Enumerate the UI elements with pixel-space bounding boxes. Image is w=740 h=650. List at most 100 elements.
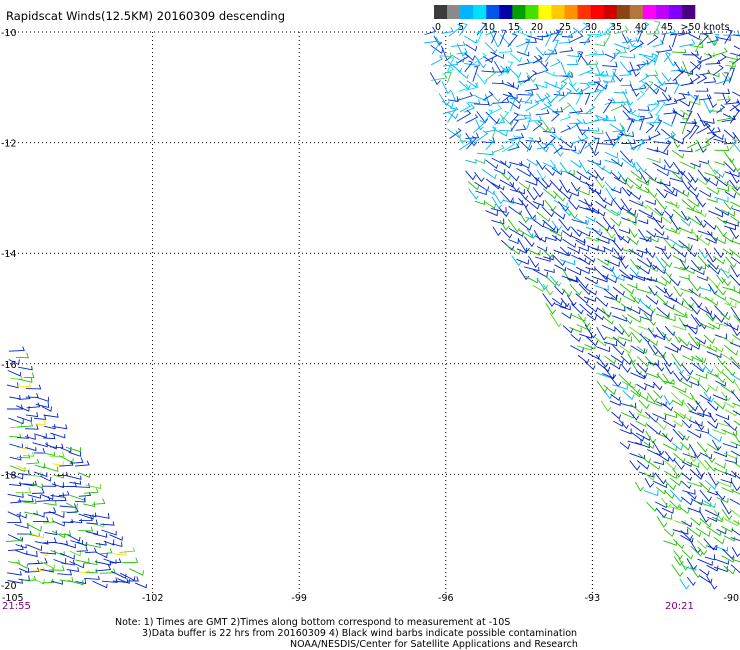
wind-barb <box>626 235 639 246</box>
wind-barb <box>713 451 728 458</box>
wind-barb <box>485 52 498 62</box>
wind-barb <box>705 138 710 149</box>
wind-barb <box>438 93 450 106</box>
wind-barb <box>34 540 49 545</box>
colorbar-swatch <box>473 5 487 19</box>
wind-barb <box>627 314 642 323</box>
wind-barb <box>681 118 688 134</box>
wind-barb <box>653 51 660 66</box>
wind-barb <box>472 119 486 134</box>
wind-barb <box>447 57 455 72</box>
wind-barb <box>575 239 586 246</box>
wind-barb <box>635 186 650 194</box>
latitude-label: -20 <box>1 581 17 592</box>
latitude-label: -18 <box>1 470 17 481</box>
wind-barb <box>493 60 505 74</box>
wind-barb <box>69 550 82 557</box>
wind-barb <box>699 452 713 460</box>
wind-barb <box>654 472 667 485</box>
wind-barb <box>622 33 632 44</box>
wind-barb <box>627 138 637 151</box>
wind-barb <box>543 127 556 134</box>
wind-barb <box>468 188 479 200</box>
wind-barb <box>644 356 656 367</box>
wind-barb <box>664 98 678 106</box>
wind-barb <box>682 489 696 495</box>
wind-barb <box>566 73 577 87</box>
wind-barb <box>636 265 651 275</box>
wind-barb <box>723 138 737 145</box>
wind-barb <box>602 199 613 207</box>
wind-barb <box>671 385 687 393</box>
wind-barb <box>715 491 726 501</box>
wind-barb <box>713 138 726 143</box>
wind-barb <box>552 190 566 202</box>
wind-barb <box>699 33 709 46</box>
wind-barb <box>583 34 592 46</box>
wind-barb <box>699 568 710 577</box>
wind-barb <box>712 428 726 435</box>
wind-barb <box>481 66 495 73</box>
wind-barb <box>576 133 589 143</box>
wind-barb <box>103 539 115 546</box>
wind-barb <box>661 514 673 520</box>
wind-barb <box>730 481 740 492</box>
wind-barb <box>584 198 596 214</box>
wind-barb <box>707 516 718 522</box>
wind-barb <box>508 92 523 104</box>
wind-barb <box>66 507 79 514</box>
wind-barb <box>639 315 652 322</box>
wind-barb <box>42 481 57 487</box>
wind-barb <box>50 432 66 439</box>
wind-barb <box>483 55 494 64</box>
wind-barb <box>712 33 720 46</box>
wind-barb <box>707 384 718 392</box>
wind-barb <box>523 70 537 83</box>
wind-barb <box>584 276 599 285</box>
wind-barb <box>23 480 37 486</box>
wind-barb <box>544 167 556 177</box>
wind-barb <box>663 189 678 197</box>
wind-barb <box>59 460 74 467</box>
wind-barb <box>508 205 522 216</box>
colorbar-label: 40 <box>635 22 647 33</box>
wind-barb <box>44 443 58 450</box>
wind-barb <box>691 52 702 61</box>
wind-barb <box>680 480 692 490</box>
wind-barb <box>627 217 638 226</box>
wind-barb <box>42 433 56 440</box>
note-line-2: 3)Data buffer is 22 hrs from 20160309 4)… <box>142 628 577 639</box>
wind-barb <box>592 160 606 171</box>
wind-barb <box>559 46 574 53</box>
wind-barb <box>638 399 650 410</box>
wind-barb <box>688 443 701 459</box>
wind-barb <box>655 235 669 240</box>
wind-barb <box>626 100 637 115</box>
wind-barb <box>15 352 29 359</box>
wind-barb <box>695 317 707 330</box>
wind-barb <box>639 116 645 131</box>
wind-barb <box>680 496 693 506</box>
wind-barb <box>16 464 31 473</box>
wind-barb <box>677 430 690 441</box>
wind-barb <box>15 562 29 569</box>
wind-barb <box>543 70 555 76</box>
wind-barb <box>502 134 518 144</box>
wind-barb <box>610 100 626 112</box>
wind-barb <box>663 362 674 375</box>
wind-barb <box>549 313 562 328</box>
wind-barb <box>569 119 586 124</box>
wind-barb <box>602 274 617 284</box>
wind-barb <box>733 420 740 426</box>
wind-barb <box>635 178 650 186</box>
wind-barb <box>645 123 655 134</box>
wind-barb <box>50 492 65 498</box>
wind-barb <box>645 70 659 77</box>
wind-barb <box>652 39 664 48</box>
wind-barb <box>619 150 633 163</box>
wind-barb <box>489 91 501 103</box>
wind-barb <box>611 411 622 420</box>
wind-barb <box>706 35 719 44</box>
wind-barb <box>577 354 590 364</box>
wind-barb <box>626 118 634 133</box>
